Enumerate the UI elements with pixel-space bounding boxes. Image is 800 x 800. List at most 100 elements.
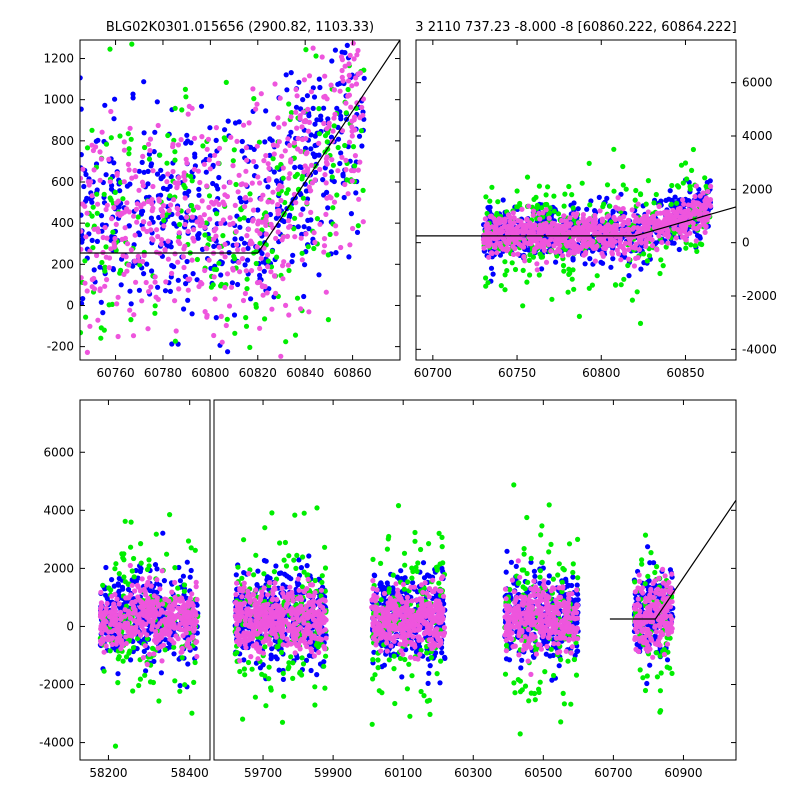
y-tick-label: 600 [51,175,74,189]
data-point-blue [255,207,261,213]
data-point-violet [531,226,537,232]
data-point-violet [645,209,651,215]
data-point-violet [149,201,155,207]
data-point-blue [139,159,145,165]
data-point-violet [323,211,329,217]
data-point-violet [303,231,309,237]
data-point-blue [111,160,117,166]
data-point-blue [338,150,344,156]
data-point-blue [116,575,122,582]
data-point-violet [680,197,686,203]
data-point-blue [168,244,174,250]
data-point-violet [177,621,183,627]
x-tick-label: 60800 [191,366,229,380]
data-point-green [322,565,329,571]
data-point-violet [175,180,181,186]
data-point-green [483,275,489,281]
data-point-green [121,551,127,557]
data-point-violet [546,215,552,221]
data-point-violet [115,294,121,300]
data-point-green [483,194,489,200]
data-point-green [206,193,213,199]
data-point-violet [277,95,283,101]
data-point-green [570,267,576,273]
data-point-violet [132,167,138,174]
data-point-blue [128,301,134,307]
data-point-blue [210,162,216,168]
data-point-green [122,518,128,524]
data-point-blue [596,194,602,200]
data-point-green [579,180,585,186]
data-point-violet [147,136,154,142]
data-point-violet [509,230,515,236]
data-point-green [172,149,178,155]
data-point-violet [636,235,643,241]
data-point-blue [539,266,545,272]
data-point-violet [351,56,357,62]
data-point-violet [181,246,187,252]
data-point-green [549,296,555,302]
data-point-green [618,282,624,288]
data-point-green [214,211,220,217]
data-point-violet [592,258,599,264]
data-point-blue [115,671,121,677]
data-point-blue [137,232,143,238]
data-point-violet [155,603,161,609]
data-point-violet [118,640,125,647]
data-point-violet [187,618,193,625]
data-point-violet [182,177,188,183]
data-point-green [102,264,108,270]
data-point-green [165,132,171,139]
data-point-violet [284,636,290,642]
data-point-blue [80,296,86,302]
x-tick-label: 60760 [96,366,134,380]
data-point-violet [95,317,101,323]
data-point-violet [349,118,355,124]
data-point-violet [122,607,128,613]
data-point-green [539,254,546,260]
data-point-blue [575,206,581,212]
data-point-violet [182,221,188,228]
data-point-violet [82,203,88,209]
data-point-green [268,685,274,691]
data-point-green [82,258,88,264]
data-point-violet [213,125,219,131]
y-tick-label: 200 [51,257,74,271]
data-point-violet [94,226,101,232]
data-point-blue [296,79,302,85]
data-point-violet [284,233,291,239]
data-point-violet [253,106,259,112]
scatter-points-bottom [97,482,676,749]
data-point-violet [154,227,160,233]
data-point-green [576,313,583,319]
data-point-violet [258,196,264,202]
data-point-violet [95,201,101,207]
data-point-green [241,666,247,672]
data-point-violet [608,226,615,232]
data-point-green [176,221,183,228]
data-point-blue [359,143,365,149]
data-point-green [202,232,208,238]
data-point-blue [98,299,104,305]
data-point-violet [679,234,686,240]
data-point-violet [125,611,131,617]
data-point-violet [139,179,146,185]
data-point-green [611,188,617,194]
data-point-blue [111,116,117,122]
y-tick-label: 400 [51,216,74,230]
data-point-violet [169,589,175,595]
data-point-blue [184,132,190,138]
data-point-violet [153,629,159,635]
data-point-green [101,191,107,197]
data-point-violet [106,629,112,635]
y-tick-label: 6000 [742,76,773,90]
data-point-violet [195,168,201,174]
data-point-blue [241,570,247,576]
data-point-violet [111,621,117,628]
data-point-violet [612,239,618,245]
data-point-green [566,271,572,277]
data-point-blue [348,211,354,217]
data-point-violet [150,168,156,174]
data-point-green [241,215,247,221]
data-point-violet [507,218,513,224]
